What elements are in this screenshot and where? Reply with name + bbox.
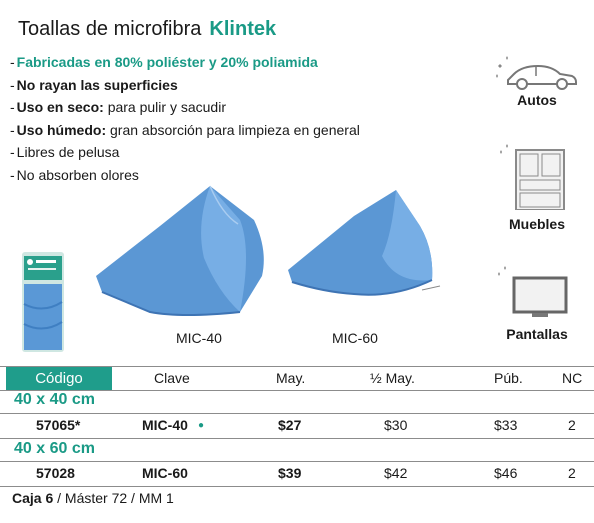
- header-clave: Clave: [154, 370, 190, 386]
- packaging-info: Caja 6 / Máster 72 / MM 1: [12, 490, 174, 506]
- cell-nc: 2: [568, 465, 576, 481]
- cell-code: 57065*: [36, 417, 81, 433]
- car-icon: [496, 56, 577, 90]
- header-codigo: Código: [6, 367, 112, 390]
- bullet-icon: ●: [198, 420, 205, 431]
- table-row: 57028 MIC-60 $39 $42 $46 2: [0, 462, 594, 484]
- header-pub: Púb.: [494, 370, 523, 386]
- feature-list: - Fabricadas en 80% poliéster y 20% polia…: [10, 51, 360, 186]
- cell-pub: $33: [494, 417, 518, 433]
- use-label-pantallas: Pantallas: [506, 326, 568, 342]
- cabinet-icon: [500, 144, 565, 210]
- feature-item: - Libres de pelusa: [10, 144, 120, 160]
- cell-code: 57028: [36, 465, 75, 481]
- header-may: May.: [276, 370, 306, 386]
- feature-item: - No absorben olores: [10, 166, 139, 183]
- header-nc: NC: [562, 370, 583, 386]
- cell-half-may: $42: [384, 465, 408, 481]
- cell-may: $27: [278, 417, 302, 433]
- towel-image-mic60: [288, 190, 441, 296]
- caption-mic40: MIC-40: [176, 330, 222, 346]
- cell-pub: $46: [494, 465, 518, 481]
- feature-item: - Fabricadas en 80% poliéster y 20% polia…: [10, 54, 318, 70]
- size-heading: 40 x 40 cm: [14, 391, 95, 408]
- towel-image-mic40: [96, 185, 264, 316]
- use-label-muebles: Muebles: [508, 216, 565, 232]
- size-heading: 40 x 60 cm: [14, 440, 95, 457]
- feature-item: - Uso húmedo: gran absorción para limpiez…: [10, 121, 360, 138]
- package-image: [22, 252, 64, 352]
- table-header: Código Clave May. ½ May. Púb. NC: [0, 366, 594, 391]
- use-label-autos: Autos: [517, 92, 557, 108]
- cell-half-may: $30: [384, 417, 408, 433]
- cell-clave: MIC-60: [142, 465, 188, 481]
- brand-name: Klintek: [209, 18, 277, 40]
- footer-box: Caja 6: [12, 490, 54, 506]
- title-text: Toallas de microfibra: [18, 18, 202, 40]
- cell-clave: MIC-40: [142, 417, 188, 433]
- table-row: 57065* MIC-40 ● $27 $30 $33 2: [0, 414, 594, 436]
- feature-item: - No rayan las superficies: [10, 76, 178, 93]
- footer-rest: / Máster 72 / MM 1: [57, 490, 174, 506]
- header-half-may: ½ May.: [370, 370, 415, 386]
- page-title: Toallas de microfibra Klintek: [18, 18, 276, 41]
- monitor-icon: [498, 266, 568, 317]
- feature-item: - Uso en seco: para pulir y sacudir: [10, 99, 226, 115]
- caption-mic60: MIC-60: [332, 330, 378, 346]
- cell-nc: 2: [568, 417, 576, 433]
- cell-may: $39: [278, 465, 302, 481]
